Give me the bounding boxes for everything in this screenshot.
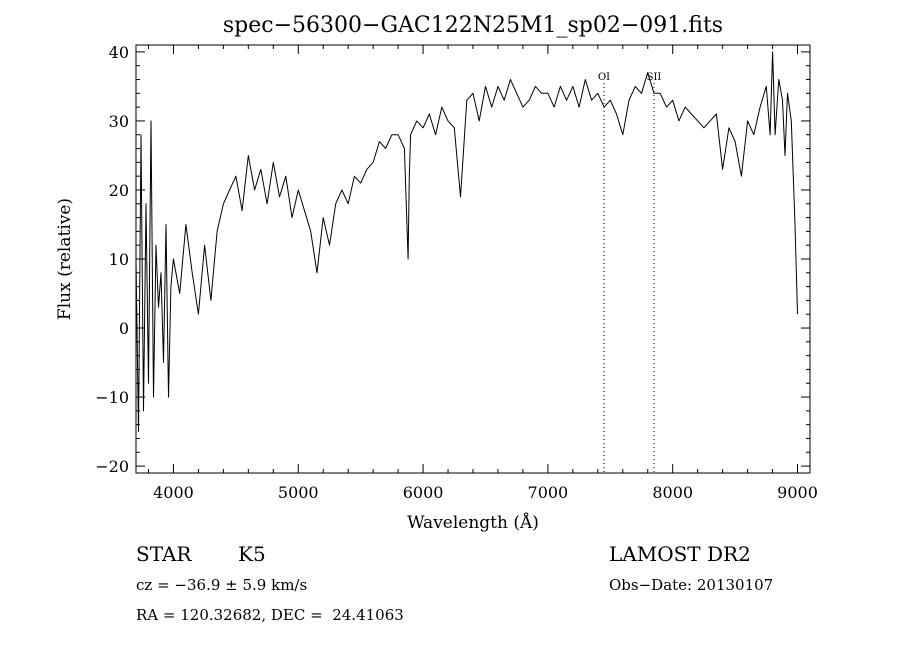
y-tick-label: 30 <box>109 112 129 131</box>
x-tick-label: 7000 <box>528 483 569 502</box>
spectral-line-label: OI <box>598 72 610 83</box>
spectrum-line <box>135 51 798 433</box>
redshift-velocity: cz = −36.9 ± 5.9 km/s <box>136 576 308 594</box>
y-tick-label: −20 <box>95 457 129 476</box>
object-subclass: K5 <box>238 542 266 566</box>
x-tick-label: 9000 <box>777 483 818 502</box>
chart-title: spec−56300−GAC122N25M1_sp02−091.fits <box>223 13 723 38</box>
coordinates: RA = 120.32682, DEC = 24.41063 <box>136 606 404 624</box>
y-tick-label: 10 <box>109 250 129 269</box>
plot-frame <box>135 44 811 474</box>
y-tick-label: −10 <box>95 388 129 407</box>
object-class: STAR <box>136 542 192 566</box>
survey-label: LAMOST DR2 <box>609 542 751 566</box>
y-axis-label: Flux (relative) <box>55 198 75 320</box>
spectral-line-label: SII <box>647 72 662 83</box>
observation-date: Obs−Date: 20130107 <box>609 576 774 594</box>
y-tick-label: 40 <box>109 43 129 62</box>
x-axis-label: Wavelength (Å) <box>407 512 539 533</box>
x-tick-label: 4000 <box>153 483 194 502</box>
x-tick-label: 6000 <box>403 483 444 502</box>
x-tick-label: 5000 <box>278 483 319 502</box>
y-tick-label: 20 <box>109 181 129 200</box>
x-tick-label: 8000 <box>652 483 693 502</box>
y-tick-label: 0 <box>119 319 129 338</box>
